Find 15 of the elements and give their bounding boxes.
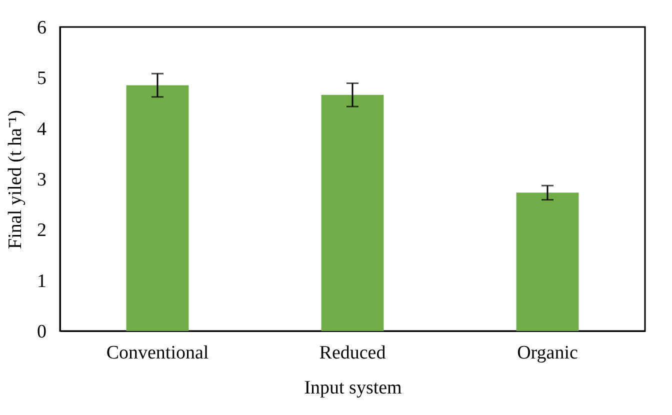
y-tick-label: 1	[37, 270, 46, 292]
y-tick-label: 3	[37, 170, 46, 190]
bar	[516, 192, 579, 331]
bar	[126, 85, 189, 331]
y-axis-title: Final yiled (t ha⁻¹)	[5, 110, 26, 249]
x-tick-label: Organic	[517, 342, 578, 364]
y-tick-label: 0	[37, 322, 46, 342]
x-tick-label: Conventional	[106, 342, 209, 364]
bar	[321, 94, 384, 331]
y-tick-label: 6	[37, 18, 46, 38]
y-tick-label: 2	[37, 220, 46, 242]
y-tick-label: 5	[37, 68, 46, 90]
x-tick-label: Reduced	[319, 342, 386, 364]
y-tick-label: 4	[37, 118, 47, 140]
x-axis-title: Input system	[304, 378, 402, 398]
